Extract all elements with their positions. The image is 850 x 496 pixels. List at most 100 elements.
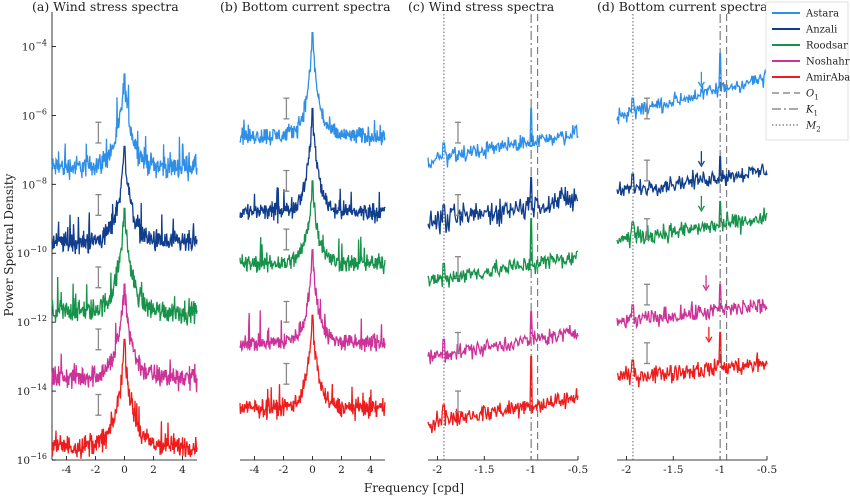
series-roodsar: [51, 207, 198, 326]
y-tick-label: 10−10: [17, 245, 47, 260]
legend-item-astara: Astara: [772, 9, 839, 20]
panel-3: (c) Wind stress spectra -2 -1.5 -1 -0.5: [408, 0, 588, 476]
error-bar: [455, 193, 461, 216]
panel-title: (b) Bottom current spectra: [220, 0, 391, 14]
error-bar: [283, 97, 290, 120]
error-bar: [95, 393, 102, 416]
x-tick-label: 2: [338, 464, 345, 476]
svg-text:Roodsar: Roodsar: [806, 41, 848, 52]
x-tick-label: -4: [61, 464, 72, 476]
panel-2: (b) Bottom current spectra -4 -2 0 2 4: [220, 0, 391, 476]
svg-text:Noshahr: Noshahr: [806, 57, 850, 68]
x-tick-label: 0: [309, 464, 316, 476]
svg-text:Astara: Astara: [805, 9, 839, 20]
error-bar: [644, 97, 650, 120]
x-tick-label: 0: [121, 464, 128, 476]
error-bar: [644, 342, 650, 365]
series-roodsar: [616, 200, 768, 249]
error-bar: [644, 283, 650, 306]
error-bar: [455, 390, 461, 413]
panel-1: (a) Wind stress spectra -4 -2 0 2 4 10−4 10−6 10…: [17, 0, 198, 476]
x-tick-label: 4: [367, 464, 374, 476]
legend-item-k1: K1: [772, 105, 818, 118]
series-noshahr: [427, 311, 579, 365]
x-tick-label: -1: [715, 464, 725, 476]
y-tick-label: 10−14: [17, 383, 47, 398]
y-tick-label: 10−8: [22, 176, 47, 191]
series-anzali: [427, 176, 579, 235]
svg-text:K1: K1: [805, 105, 818, 118]
error-bar: [283, 362, 290, 385]
legend: Astara Anzali Roodsar Noshahr AmirAbad O1 K1 M2: [765, 1, 850, 141]
legend-item-noshahr: Noshahr: [772, 57, 850, 68]
panel-title: (a) Wind stress spectra: [32, 0, 179, 14]
svg-text:M2: M2: [805, 121, 821, 134]
y-tick-label: 10−4: [22, 38, 47, 53]
panel-title: (c) Wind stress spectra: [408, 0, 555, 14]
series-anzali: [51, 145, 198, 255]
error-bar: [95, 193, 102, 216]
series-amirabad: [51, 338, 198, 459]
series-amirabad: [427, 355, 579, 434]
x-axis-label: Frequency [cpd]: [364, 481, 464, 495]
svg-text:O1: O1: [806, 89, 819, 102]
error-bar: [644, 218, 650, 241]
error-bar: [95, 328, 102, 351]
x-tick-label: -1: [526, 464, 536, 476]
legend-item-o1: O1: [772, 89, 819, 102]
y-tick-label: 10−16: [17, 452, 47, 467]
series-astara: [239, 32, 386, 146]
y-tick-label: 10−12: [17, 314, 47, 329]
series-amirabad: [616, 331, 768, 388]
x-tick-label: -1.5: [474, 464, 494, 476]
x-tick-label: -2: [432, 464, 442, 476]
legend-box: [765, 1, 849, 141]
arrow-astara: [697, 71, 705, 89]
legend-item-roodsar: Roodsar: [772, 41, 848, 52]
series-astara: [427, 107, 579, 169]
x-tick-label: -4: [249, 464, 260, 476]
panel-4: (d) Bottom current spectra -2 -1.5 -1 -0.5: [597, 0, 777, 476]
error-bar: [283, 228, 290, 251]
error-bar: [95, 266, 102, 289]
error-bar: [95, 121, 102, 144]
x-tick-label: -2: [621, 464, 631, 476]
x-tick-label: -0.5: [757, 464, 777, 476]
series-noshahr: [616, 283, 768, 330]
arrow-noshahr: [702, 275, 710, 292]
series-amirabad: [239, 314, 386, 422]
x-tick-label: 4: [179, 464, 186, 476]
panels-group: (a) Wind stress spectra -4 -2 0 2 4 10−4 10−6 10…: [17, 0, 777, 476]
arrow-anzali: [697, 151, 705, 168]
series-noshahr: [239, 249, 386, 353]
x-tick-label: -1.5: [663, 464, 683, 476]
arrow-amirabad: [705, 326, 713, 344]
series-roodsar: [427, 218, 579, 288]
legend-item-m2: M2: [772, 121, 821, 134]
series-astara: [616, 52, 768, 125]
series-anzali: [616, 156, 768, 197]
x-tick-label: 2: [150, 464, 157, 476]
x-tick-label: -2: [90, 464, 100, 476]
x-tick-label: -0.5: [568, 464, 588, 476]
arrow-roodsar: [697, 195, 705, 213]
panel-title: (d) Bottom current spectra: [597, 0, 768, 14]
svg-text:AmirAbad: AmirAbad: [805, 73, 850, 84]
series-astara: [51, 73, 198, 182]
y-tick-label: 10−6: [22, 107, 47, 122]
error-bar: [455, 121, 461, 144]
x-tick-label: -2: [278, 464, 288, 476]
error-bar: [283, 300, 290, 323]
error-bar: [283, 169, 290, 192]
series-roodsar: [239, 180, 386, 275]
svg-text:Anzali: Anzali: [805, 25, 837, 36]
error-bar: [644, 159, 650, 182]
legend-item-anzali: Anzali: [772, 25, 837, 36]
series-anzali: [239, 107, 386, 224]
error-bar: [455, 256, 461, 279]
y-axis-label: Power Spectral Density: [2, 173, 16, 316]
error-bar: [455, 331, 461, 354]
series-noshahr: [51, 283, 198, 393]
legend-item-amirabad: AmirAbad: [772, 73, 850, 84]
